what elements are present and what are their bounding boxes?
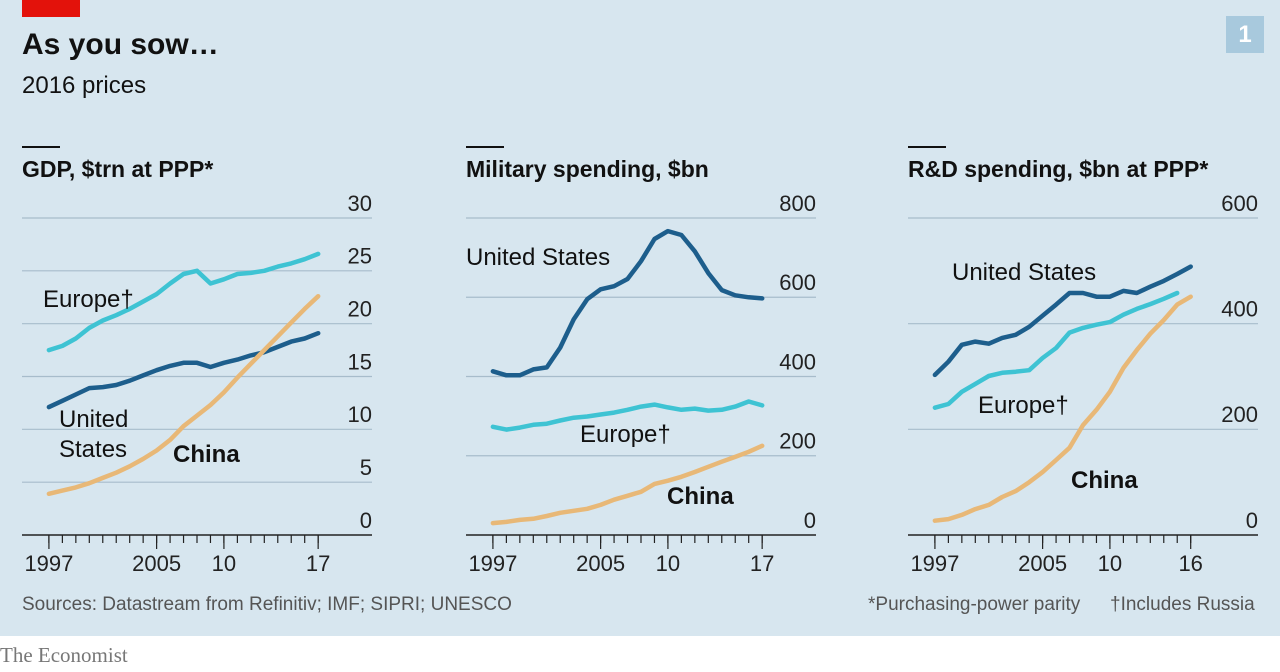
x-tick-label: 1997 — [910, 551, 959, 576]
header-rule — [22, 146, 60, 148]
y-tick-label: 15 — [348, 349, 372, 374]
y-tick-label: 600 — [1221, 191, 1258, 216]
x-tick-label: 2005 — [576, 551, 625, 576]
sources: Sources: Datastream from Refinitiv; IMF;… — [22, 594, 512, 615]
series-label: Europe† — [978, 392, 1069, 419]
header-rule — [466, 146, 504, 148]
y-tick-label: 200 — [779, 429, 816, 454]
line — [46, 293, 321, 497]
series-label: Europe† — [43, 286, 134, 313]
line — [932, 290, 1180, 410]
y-tick-label: 5 — [360, 455, 372, 480]
chart-title: Military spending, $bn — [466, 156, 709, 182]
series-label: United States — [952, 259, 1097, 286]
line — [932, 264, 1193, 378]
series-label: United States — [59, 406, 129, 463]
x-tick-label: 17 — [306, 551, 330, 576]
line — [490, 443, 765, 526]
subtitle: 2016 prices — [22, 72, 147, 99]
header-rule — [908, 146, 946, 148]
x-tick-label: 10 — [1098, 551, 1122, 576]
x-tick-label: 2005 — [132, 551, 181, 576]
x-tick-label: 2005 — [1018, 551, 1067, 576]
y-tick-label: 200 — [1221, 402, 1258, 427]
x-tick-label: 16 — [1178, 551, 1202, 576]
y-tick-label: 25 — [348, 244, 372, 269]
brand: The Economist — [0, 643, 128, 667]
y-tick-label: 600 — [779, 270, 816, 295]
y-tick-label: 10 — [348, 402, 372, 427]
line — [490, 228, 765, 378]
x-tick-label: 17 — [750, 551, 774, 576]
series-label: China — [667, 483, 734, 510]
line — [46, 330, 321, 410]
chart-title: GDP, $trn at PPP* — [22, 156, 213, 182]
red-tag — [22, 0, 80, 17]
badge: 1 — [1226, 16, 1264, 53]
series-label: Europe† — [580, 421, 671, 448]
x-tick-label: 10 — [656, 551, 680, 576]
series-label: United States — [466, 244, 611, 271]
y-tick-label: 0 — [804, 508, 816, 533]
chart-title: R&D spending, $bn at PPP* — [908, 156, 1208, 182]
x-tick-label: 10 — [212, 551, 236, 576]
y-tick-label: 0 — [1246, 508, 1258, 533]
y-tick-label: 400 — [1221, 296, 1258, 321]
y-tick-label: 800 — [779, 191, 816, 216]
y-tick-label: 20 — [348, 296, 372, 321]
footnote: *Purchasing-power parity — [868, 594, 1081, 615]
title: As you sow… — [22, 28, 219, 61]
series-label: China — [173, 441, 240, 468]
line — [490, 399, 765, 432]
footnote: †Includes Russia — [1110, 594, 1255, 615]
series-label: China — [1071, 467, 1138, 494]
y-tick-label: 400 — [779, 349, 816, 374]
charts: GDP, $trn at PPP* 0 5 10 15 20 25 30 1997 2005 10 1… — [22, 146, 1258, 576]
x-tick-label: 1997 — [468, 551, 517, 576]
line — [932, 294, 1193, 523]
y-tick-label: 30 — [348, 191, 372, 216]
y-tick-label: 0 — [360, 508, 372, 533]
x-tick-label: 1997 — [24, 551, 73, 576]
background — [0, 0, 1280, 636]
line — [46, 251, 321, 353]
